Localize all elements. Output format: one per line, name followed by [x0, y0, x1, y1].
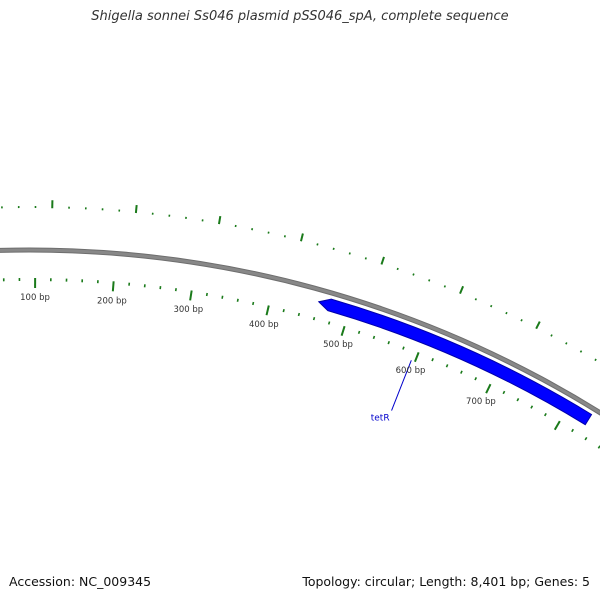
- minor-tick: [236, 298, 239, 302]
- tick-label: 200 bp: [97, 296, 127, 306]
- outer-tick-ring: [1, 200, 597, 362]
- outer-tick: [594, 358, 597, 362]
- minor-tick: [357, 330, 361, 335]
- gene-leader-line: [391, 360, 412, 411]
- minor-tick: [530, 405, 534, 409]
- minor-tick: [445, 364, 449, 368]
- outer-tick: [490, 304, 493, 308]
- gene-label-tetR: tetR: [371, 414, 390, 424]
- major-tick: [340, 325, 346, 336]
- gene-arrow-tetR: [317, 298, 593, 426]
- plasmid-backbone: [0, 247, 600, 416]
- minor-tick: [584, 436, 588, 441]
- major-tick: [265, 305, 270, 316]
- minor-tick: [312, 316, 316, 321]
- outer-tick: [520, 319, 523, 322]
- minor-tick: [282, 308, 285, 313]
- major-tick: [414, 352, 420, 363]
- minor-tick: [571, 428, 575, 433]
- outer-tick: [316, 243, 319, 246]
- minor-tick: [372, 335, 376, 340]
- outer-tick: [348, 252, 351, 255]
- minor-tick: [460, 370, 463, 374]
- gene-track: tetR: [317, 298, 593, 426]
- tick-label: 600 bp: [396, 366, 426, 376]
- outer-tick: [565, 342, 568, 345]
- minor-tick: [516, 397, 520, 402]
- outer-tick: [474, 298, 477, 301]
- tick-label: 400 bp: [249, 320, 279, 330]
- map-title: Shigella sonnei Ss046 plasmid pSS046_spA…: [91, 9, 509, 24]
- minor-tick: [544, 412, 547, 417]
- major-tick: [485, 383, 492, 394]
- tick-label: 100 bp: [20, 293, 50, 303]
- tick-label: 700 bp: [466, 397, 496, 407]
- accession-text: Accession: NC_009345: [9, 574, 152, 589]
- minor-tick: [402, 346, 405, 350]
- minor-tick: [431, 358, 434, 362]
- outer-tick: [579, 350, 583, 353]
- minor-tick: [205, 292, 208, 297]
- outer-tick: [396, 267, 399, 271]
- major-tick: [189, 290, 193, 301]
- minor-tick: [297, 312, 301, 317]
- tick-labels: 100 bp 200 bp 300 bp 400 bp 500 bp 600 bp 700 …: [20, 293, 496, 407]
- minor-tick: [252, 301, 255, 306]
- outer-tick: [217, 215, 222, 225]
- tick-label: 500 bp: [323, 340, 353, 350]
- outer-tick: [300, 233, 304, 242]
- outer-tick: [134, 204, 138, 214]
- major-tick: [553, 420, 561, 431]
- outer-tick: [443, 285, 446, 288]
- tick-label: 300 bp: [173, 305, 203, 315]
- minor-tick: [474, 377, 478, 381]
- outer-tick: [459, 285, 465, 295]
- minor-tick: [502, 390, 506, 395]
- backbone-line: [0, 248, 600, 415]
- outer-tick: [332, 247, 335, 251]
- outer-tick: [550, 334, 553, 337]
- major-tick: [111, 281, 115, 292]
- outer-tick: [505, 311, 508, 315]
- outer-tick: [412, 273, 415, 276]
- minor-tick: [387, 340, 391, 345]
- outer-tick: [428, 279, 431, 282]
- outer-tick: [535, 321, 541, 330]
- inner-tick-ring: [2, 278, 600, 449]
- outer-tick: [380, 256, 385, 265]
- minor-tick: [221, 295, 224, 299]
- sequence-summary: Topology: circular; Length: 8,401 bp; Ge…: [302, 574, 590, 589]
- minor-tick: [327, 321, 331, 325]
- outer-tick: [364, 257, 367, 260]
